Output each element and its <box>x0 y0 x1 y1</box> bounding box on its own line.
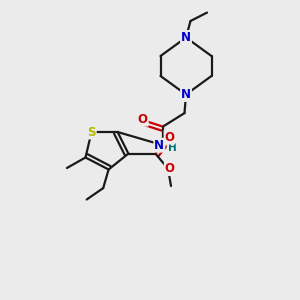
Text: N: N <box>181 88 191 101</box>
Text: O: O <box>164 130 175 144</box>
Text: H: H <box>167 142 176 153</box>
Text: O: O <box>165 162 175 175</box>
Text: S: S <box>87 125 96 139</box>
Text: N: N <box>154 139 164 152</box>
Text: N: N <box>181 31 191 44</box>
Text: O: O <box>138 112 148 126</box>
